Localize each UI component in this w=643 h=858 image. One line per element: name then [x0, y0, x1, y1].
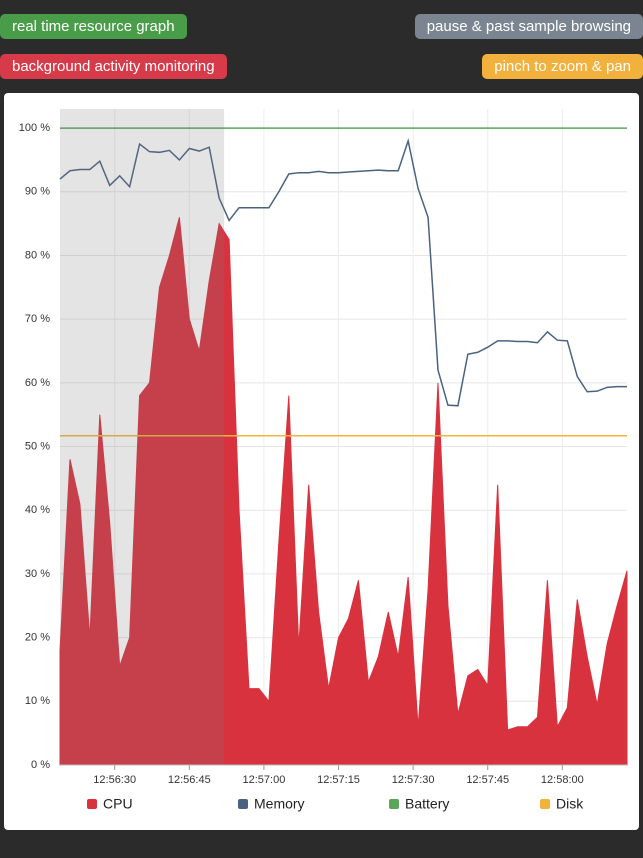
badge: pinch to zoom & pan — [482, 54, 643, 79]
series-line — [59, 137, 627, 407]
badge: real time resource graph — [0, 14, 187, 39]
legend-label: Memory — [254, 796, 305, 812]
y-tick-label: 90 % — [25, 186, 50, 198]
y-tick-label: 10 % — [25, 695, 50, 707]
x-tick-label: 12:57:00 — [243, 774, 286, 786]
badge: background activity monitoring — [0, 54, 227, 79]
x-tick-label: 12:56:45 — [168, 774, 211, 786]
selection — [60, 109, 225, 765]
y-tick-label: 100 % — [19, 122, 50, 134]
legend-swatch — [389, 799, 399, 809]
legend-label: CPU — [103, 796, 133, 812]
x-tick-label: 12:57:30 — [392, 774, 435, 786]
badge: pause & past sample browsing — [414, 14, 643, 39]
y-tick-label: 30 % — [25, 568, 50, 580]
legend-swatch — [87, 799, 97, 809]
legend-label: Disk — [556, 796, 584, 812]
y-tick-label: 60 % — [25, 377, 50, 389]
y-tick-label: 70 % — [25, 313, 50, 325]
y-tick-label: 40 % — [25, 504, 50, 516]
y-tick-label: 20 % — [25, 632, 50, 644]
cpu-area — [59, 217, 628, 766]
legend-label: Battery — [405, 796, 449, 812]
y-tick-label: 80 % — [25, 249, 50, 261]
x-tick-label: 12:58:00 — [541, 774, 584, 786]
x-tick-label: 12:57:15 — [317, 774, 360, 786]
legend-swatch — [238, 799, 248, 809]
x-tick-label: 12:56:30 — [93, 774, 136, 786]
x-tick-label: 12:57:45 — [466, 774, 509, 786]
y-tick-label: 0 % — [31, 759, 50, 771]
legend-swatch — [540, 799, 550, 809]
y-tick-label: 50 % — [25, 440, 50, 452]
